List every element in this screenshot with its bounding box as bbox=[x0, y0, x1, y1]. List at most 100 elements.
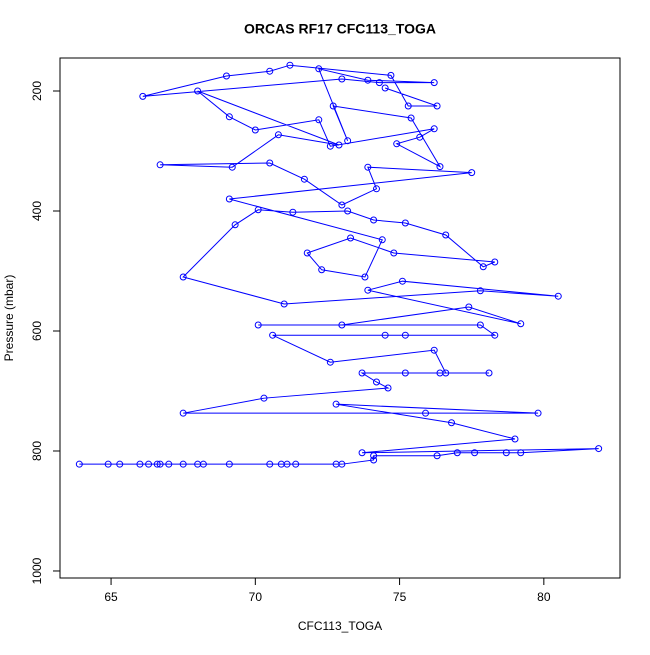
data-point bbox=[315, 116, 323, 124]
data-point bbox=[401, 219, 409, 227]
data-point bbox=[145, 460, 153, 468]
data-point bbox=[228, 163, 236, 171]
data-point bbox=[430, 125, 438, 133]
data-point bbox=[225, 460, 233, 468]
data-point bbox=[156, 161, 164, 169]
data-point bbox=[329, 102, 337, 110]
data-point bbox=[517, 320, 525, 328]
data-point bbox=[534, 409, 542, 417]
plot-box bbox=[59, 57, 621, 579]
data-point bbox=[344, 137, 352, 145]
data-point bbox=[260, 394, 268, 402]
x-tick-label: 70 bbox=[249, 590, 263, 604]
data-point bbox=[254, 321, 262, 329]
data-point bbox=[361, 273, 369, 281]
data-point bbox=[364, 286, 372, 294]
data-point bbox=[338, 321, 346, 329]
data-point bbox=[194, 87, 202, 95]
data-point bbox=[416, 133, 424, 141]
data-point bbox=[387, 71, 395, 79]
data-point bbox=[222, 72, 230, 80]
data-point bbox=[338, 460, 346, 468]
y-axis-label: Pressure (mbar) bbox=[2, 275, 16, 362]
data-point bbox=[430, 79, 438, 87]
data-point bbox=[332, 400, 340, 408]
data-point bbox=[378, 236, 386, 244]
data-point bbox=[75, 460, 83, 468]
data-point bbox=[199, 460, 207, 468]
x-tick-label: 80 bbox=[537, 590, 551, 604]
data-line bbox=[79, 64, 599, 465]
data-point bbox=[491, 331, 499, 339]
data-point bbox=[179, 409, 187, 417]
data-point bbox=[407, 114, 415, 122]
data-point bbox=[266, 67, 274, 75]
data-point bbox=[326, 142, 334, 150]
data-point bbox=[136, 460, 144, 468]
data-point bbox=[225, 113, 233, 121]
y-tick-label: 200 bbox=[30, 81, 44, 101]
data-point bbox=[225, 195, 233, 203]
data-point bbox=[381, 84, 389, 92]
data-point bbox=[283, 460, 291, 468]
y-tick-label: 400 bbox=[30, 201, 44, 221]
data-point bbox=[471, 449, 479, 457]
data-point bbox=[266, 159, 274, 167]
data-point bbox=[289, 208, 297, 216]
x-axis-label: CFC113_TOGA bbox=[298, 619, 382, 633]
data-point bbox=[517, 449, 525, 457]
data-point bbox=[318, 266, 326, 274]
data-point bbox=[370, 216, 378, 224]
data-point bbox=[364, 163, 372, 171]
data-point bbox=[179, 273, 187, 281]
data-point bbox=[476, 287, 484, 295]
data-point bbox=[430, 346, 438, 354]
data-point bbox=[476, 321, 484, 329]
data-point bbox=[491, 258, 499, 266]
data-point bbox=[381, 331, 389, 339]
data-point bbox=[104, 460, 112, 468]
data-point bbox=[300, 175, 308, 183]
data-point bbox=[393, 140, 401, 148]
data-point bbox=[274, 131, 282, 139]
data-point bbox=[404, 102, 412, 110]
data-point bbox=[511, 435, 519, 443]
data-point bbox=[502, 449, 510, 457]
data-point bbox=[269, 331, 277, 339]
data-point bbox=[398, 277, 406, 285]
data-point bbox=[286, 61, 294, 69]
data-point bbox=[433, 102, 441, 110]
data-point bbox=[436, 163, 444, 171]
data-point bbox=[153, 460, 161, 468]
data-point bbox=[347, 234, 355, 242]
x-tick-label: 65 bbox=[104, 590, 118, 604]
data-point bbox=[303, 249, 311, 257]
data-point bbox=[315, 65, 323, 73]
y-tick-label: 600 bbox=[30, 321, 44, 341]
data-point bbox=[116, 460, 124, 468]
data-point bbox=[448, 419, 456, 427]
data-point bbox=[433, 452, 441, 460]
data-point bbox=[372, 185, 380, 193]
chart-title: ORCAS RF17 CFC113_TOGA bbox=[244, 21, 436, 37]
data-point bbox=[266, 460, 274, 468]
data-point bbox=[335, 141, 343, 149]
data-point bbox=[231, 221, 239, 229]
data-point bbox=[370, 456, 378, 464]
data-point bbox=[280, 300, 288, 308]
data-point bbox=[453, 449, 461, 457]
data-point bbox=[338, 201, 346, 209]
data-point bbox=[344, 207, 352, 215]
data-point bbox=[390, 249, 398, 257]
data-point bbox=[179, 460, 187, 468]
data-point bbox=[479, 263, 487, 271]
data-point bbox=[485, 369, 493, 377]
data-point bbox=[338, 75, 346, 83]
data-point bbox=[595, 445, 603, 453]
data-point bbox=[401, 331, 409, 339]
data-point bbox=[375, 79, 383, 87]
data-point bbox=[254, 206, 262, 214]
data-point bbox=[139, 92, 147, 100]
data-point bbox=[442, 369, 450, 377]
